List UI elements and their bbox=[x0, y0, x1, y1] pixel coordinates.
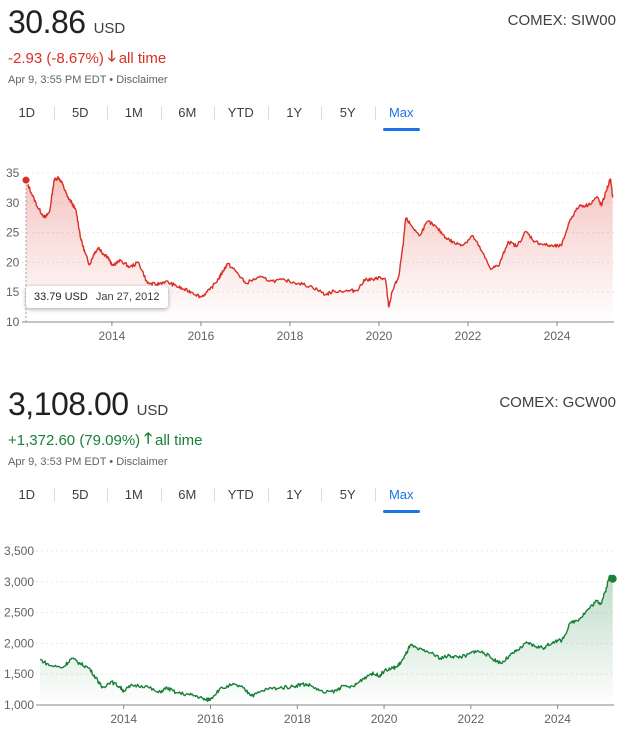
price-row: 30.86 USD bbox=[8, 4, 125, 41]
price-row: 3,108.00 USD bbox=[8, 386, 168, 423]
x-tick-label: 2024 bbox=[544, 329, 571, 343]
y-tick-label: 25 bbox=[6, 226, 20, 240]
tab-max[interactable]: Max bbox=[374, 104, 429, 131]
y-tick-label: 20 bbox=[6, 255, 20, 269]
meta-separator: • bbox=[109, 456, 117, 468]
y-tick-label: 30 bbox=[6, 196, 20, 210]
meta-separator: • bbox=[109, 74, 117, 86]
tab-1y[interactable]: 1Y bbox=[267, 104, 322, 130]
quote-timestamp: Apr 9, 3:55 PM EDT bbox=[8, 74, 107, 86]
tab-5y[interactable]: 5Y bbox=[321, 486, 375, 512]
series-line bbox=[25, 176, 614, 308]
tab-6m[interactable]: 6M bbox=[160, 486, 215, 512]
change-value: +1,372.60 (79.09%) bbox=[8, 432, 141, 449]
quote-meta: Apr 9, 3:53 PM EDT • Disclaimer bbox=[8, 456, 168, 468]
x-tick-label: 2024 bbox=[544, 712, 571, 726]
gold-price-chart[interactable]: 1,000 1,500 2,000 2,500 3,000 3,500 2014 2016 20… bbox=[0, 540, 632, 730]
y-tick-label: 2,000 bbox=[4, 636, 34, 650]
gold-quote-panel: 3,108.00 USD COMEX: GCW00 +1,372.60 (79.… bbox=[0, 382, 632, 730]
tab-max[interactable]: Max bbox=[374, 486, 429, 513]
x-tick-label: 2018 bbox=[277, 329, 304, 343]
chart-tooltip: 33.79 USD Jan 27, 2012 bbox=[26, 286, 168, 308]
ticker-symbol: COMEX: GCW00 bbox=[499, 394, 616, 411]
arrow-down-icon: 🡓 bbox=[107, 48, 116, 65]
y-tick-label: 15 bbox=[6, 285, 20, 299]
currency-label: USD bbox=[93, 20, 126, 37]
x-tick-label: 2018 bbox=[284, 712, 311, 726]
price-change: +1,372.60 (79.09%) 🡑 all time bbox=[8, 428, 203, 453]
y-tick-label: 3,000 bbox=[4, 575, 34, 589]
current-price: 3,108.00 bbox=[8, 386, 129, 422]
tab-1d[interactable]: 1D bbox=[18, 105, 36, 120]
range-tabs: 1D 5D 1M 6M YTD 1Y 5Y Max bbox=[0, 104, 429, 131]
change-period: all time bbox=[118, 50, 167, 67]
tab-ytd[interactable]: YTD bbox=[214, 104, 268, 130]
x-tick-label: 2020 bbox=[366, 329, 393, 343]
series-area bbox=[40, 575, 613, 705]
change-period: all time bbox=[155, 432, 203, 449]
tab-1m[interactable]: 1M bbox=[107, 104, 161, 130]
y-tick-label: 3,500 bbox=[4, 544, 34, 558]
y-tick-label: 1,000 bbox=[4, 698, 34, 712]
y-tick-label: 10 bbox=[6, 315, 20, 329]
arrow-up-icon: 🡑 bbox=[144, 430, 152, 447]
tooltip-value: 33.79 USD bbox=[34, 291, 88, 303]
disclaimer-link[interactable]: Disclaimer bbox=[116, 74, 168, 86]
tab-5y[interactable]: 5Y bbox=[321, 104, 375, 130]
tab-1d[interactable]: 1D bbox=[18, 487, 36, 502]
hover-point bbox=[21, 175, 31, 185]
x-tick-label: 2020 bbox=[371, 712, 398, 726]
x-tick-label: 2022 bbox=[457, 712, 484, 726]
x-tick-label: 2016 bbox=[197, 712, 224, 726]
y-tick-label: 1,500 bbox=[4, 667, 34, 681]
tab-1m[interactable]: 1M bbox=[107, 486, 161, 512]
x-tick-label: 2014 bbox=[110, 712, 137, 726]
x-tick-label: 2016 bbox=[188, 329, 215, 343]
series-line bbox=[39, 574, 614, 702]
latest-point bbox=[608, 574, 617, 583]
x-tick-label: 2014 bbox=[99, 329, 126, 343]
disclaimer-link[interactable]: Disclaimer bbox=[116, 456, 168, 468]
y-tick-label: 2,500 bbox=[4, 606, 34, 620]
quote-meta: Apr 9, 3:55 PM EDT • Disclaimer bbox=[8, 74, 168, 86]
silver-price-chart[interactable]: 10 15 20 25 30 35 2014 2016 2018 2020 2022 2024 bbox=[0, 160, 632, 350]
silver-quote-panel: 30.86 USD COMEX: SIW00 -2.93 (-8.67%) 🡓 … bbox=[0, 4, 632, 350]
tab-1y[interactable]: 1Y bbox=[267, 486, 322, 512]
current-price: 30.86 bbox=[8, 4, 86, 40]
tab-6m[interactable]: 6M bbox=[160, 104, 215, 130]
tab-5d[interactable]: 5D bbox=[53, 486, 108, 512]
quote-timestamp: Apr 9, 3:53 PM EDT bbox=[8, 456, 107, 468]
y-tick-label: 35 bbox=[6, 166, 20, 180]
tab-ytd[interactable]: YTD bbox=[214, 486, 268, 512]
currency-label: USD bbox=[136, 402, 169, 419]
tab-5d[interactable]: 5D bbox=[53, 104, 108, 130]
x-tick-label: 2022 bbox=[455, 329, 482, 343]
ticker-symbol: COMEX: SIW00 bbox=[507, 12, 616, 29]
change-value: -2.93 (-8.67%) bbox=[8, 50, 104, 67]
tooltip-date: Jan 27, 2012 bbox=[95, 291, 160, 303]
range-tabs: 1D 5D 1M 6M YTD 1Y 5Y Max bbox=[0, 486, 429, 513]
price-change: -2.93 (-8.67%) 🡓 all time bbox=[8, 46, 166, 71]
